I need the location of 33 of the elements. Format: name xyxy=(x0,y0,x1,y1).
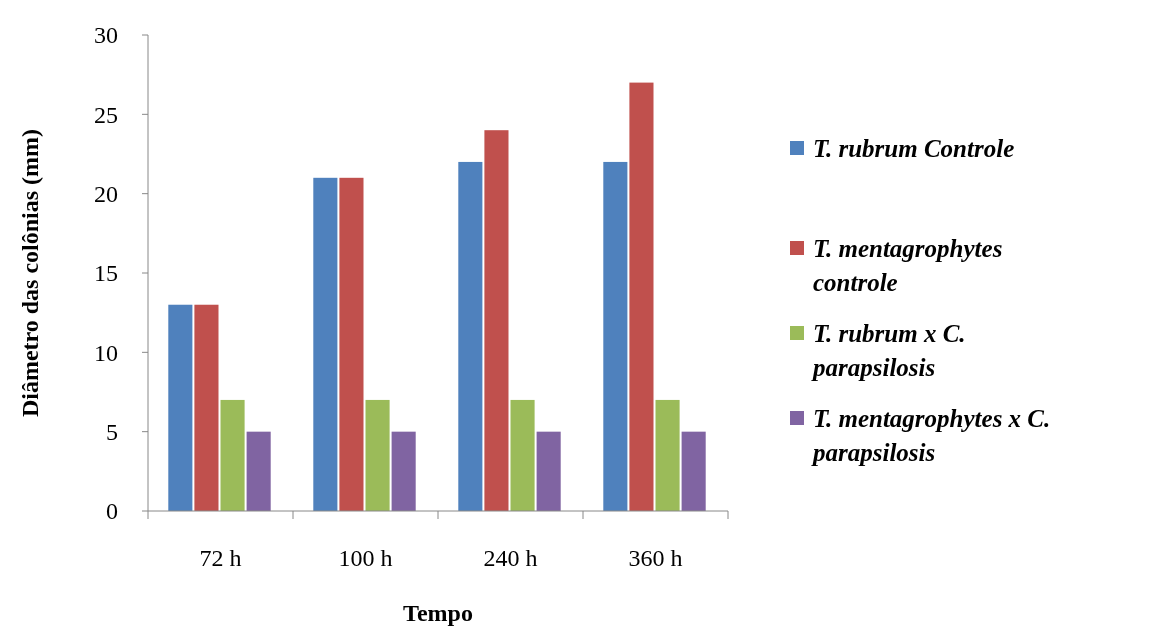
bar xyxy=(484,130,509,511)
bar xyxy=(681,431,706,511)
bar xyxy=(168,304,193,511)
x-axis-title: Tempo xyxy=(403,600,473,626)
y-tick-label: 25 xyxy=(94,101,118,128)
y-tick-label: 5 xyxy=(106,419,118,446)
bar xyxy=(220,399,245,511)
y-tick-label: 20 xyxy=(94,181,118,208)
x-tick-label: 100 h xyxy=(338,545,393,571)
y-tick-label: 15 xyxy=(94,260,118,287)
bar xyxy=(246,431,271,511)
bar xyxy=(655,399,680,511)
bar xyxy=(603,161,628,511)
y-axis-title: Diâmetro das colônias (mm) xyxy=(17,128,43,418)
bar xyxy=(458,161,483,511)
bar xyxy=(536,431,561,511)
bar xyxy=(629,82,654,511)
legend-label: T. rubrum Controle xyxy=(813,134,1015,162)
y-tick-label: 30 xyxy=(94,22,118,49)
y-tick-label: 0 xyxy=(106,498,118,525)
x-tick-label: 240 h xyxy=(483,545,538,571)
x-tick-label: 360 h xyxy=(628,545,683,571)
legend-label: T. mentagrophytes x C. parapsilosis xyxy=(811,404,1051,466)
bar xyxy=(365,399,390,511)
bar xyxy=(339,177,364,511)
y-tick-label: 10 xyxy=(94,339,118,366)
bar xyxy=(510,399,535,511)
legend-label: T. mentagrophytes controle xyxy=(813,234,1003,296)
legend-label: T. rubrum x C. parapsilosis xyxy=(811,319,966,381)
bar xyxy=(313,177,338,511)
bar xyxy=(391,431,416,511)
x-tick-label: 72 h xyxy=(199,545,242,571)
bar xyxy=(194,304,219,511)
